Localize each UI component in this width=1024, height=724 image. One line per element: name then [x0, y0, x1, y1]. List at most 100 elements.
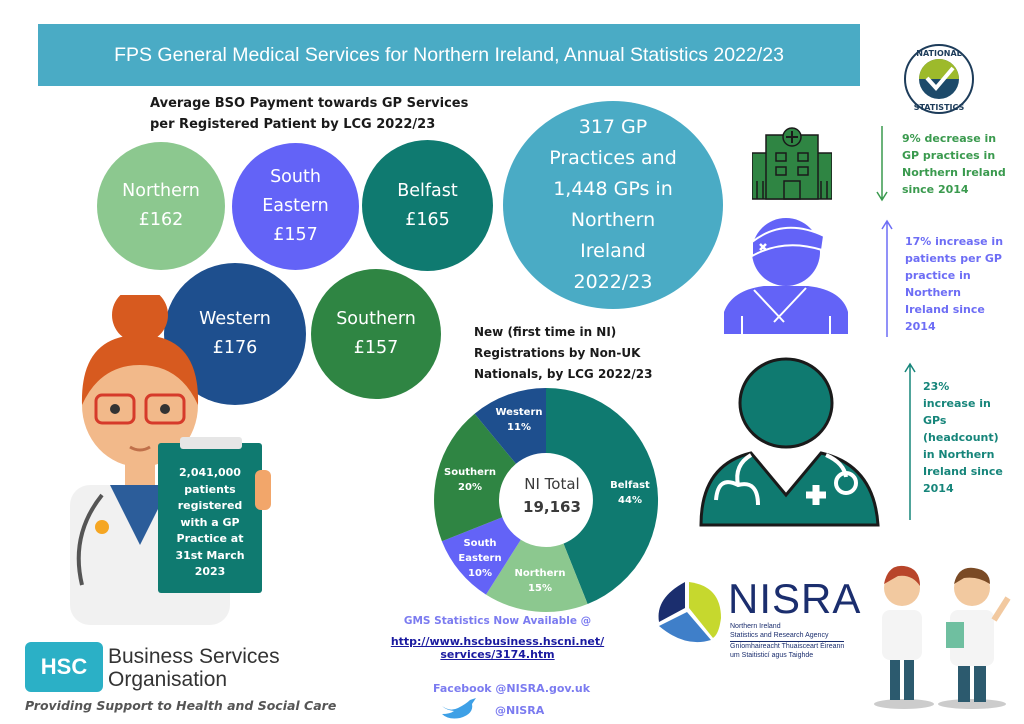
clipboard — [158, 443, 262, 593]
trend-line: Ireland since — [905, 303, 985, 316]
practices-line: 1,448 GPs in — [553, 178, 673, 200]
donut-center-total: 19,163 — [523, 498, 581, 516]
nisra-emblem-icon — [655, 578, 725, 648]
clipboard-line: 31st March — [175, 548, 245, 562]
twitter-bird-icon — [440, 698, 484, 724]
svg-text:NATIONAL: NATIONAL — [916, 49, 961, 58]
trend-line: increase in — [923, 397, 991, 410]
trend-line: GP practices in — [902, 149, 996, 162]
lcg-circle-belfast: Belfast £165 — [362, 140, 493, 271]
clipboard-clip — [180, 437, 242, 449]
lcg-circle-south-eastern: South Eastern £157 — [232, 143, 359, 270]
trend-line: 9% decrease in — [902, 132, 997, 145]
donut-slice-western — [474, 388, 546, 464]
donut-label-value: 10% — [468, 568, 492, 579]
available-text: GMS Statistics Now Available @ — [403, 615, 592, 627]
national-statistics-badge-icon: NATIONAL STATISTICS — [904, 44, 974, 114]
registrations-heading-line: Registrations by Non-UK — [474, 346, 641, 360]
donut-label-name: Belfast — [610, 480, 650, 491]
bso-name-line1: Business Services — [108, 645, 280, 668]
trend-practices: 9% decrease in GP practices in Northern … — [902, 130, 1006, 198]
trend-line: practice in — [905, 269, 971, 282]
donut-label-name: Eastern — [458, 553, 502, 564]
svg-text:STATISTICS: STATISTICS — [914, 103, 965, 112]
registrations-heading-line: New (first time in NI) — [474, 325, 617, 339]
trend-line: (headcount) — [923, 431, 999, 444]
bso-tagline: Providing Support to Health and Social C… — [25, 698, 337, 713]
hsc-badge: HSC — [25, 642, 103, 692]
donut-slice-southern — [434, 413, 516, 542]
lcg-value: £157 — [353, 338, 399, 358]
clipboard-line: registered — [177, 499, 243, 512]
nisra-line: Gníomhaireacht Thuaisceart Éireann — [730, 643, 845, 650]
title-banner: FPS General Medical Services for Norther… — [38, 24, 860, 86]
practices-line: 317 GP — [578, 116, 648, 138]
hand-icon — [255, 470, 271, 510]
practices-line: 2022/23 — [573, 271, 653, 293]
donut-center-label: NI Total 19,163 — [507, 473, 597, 519]
lcg-value: £162 — [138, 210, 184, 230]
lcg-value: £157 — [273, 225, 318, 245]
stats-link-line2[interactable]: services/3174.htm — [440, 648, 555, 661]
donut-slice-belfast — [546, 388, 659, 604]
bso-name-line2: Organisation — [108, 668, 228, 691]
donut-label-value: 15% — [528, 583, 552, 594]
donut-label-name: Western — [495, 407, 543, 418]
payment-heading: Average BSO Payment towards GP Services … — [150, 93, 468, 135]
links-section: GMS Statistics Now Available @ http://ww… — [375, 615, 620, 661]
trend-line: Northern — [905, 286, 961, 299]
trend-line: patients per GP — [905, 252, 1002, 265]
hospital-icon — [751, 125, 833, 204]
lcg-name: Belfast — [397, 180, 458, 201]
trend-gps: 23% increase in GPs (headcount) in North… — [923, 378, 1003, 497]
donut-label-value: 20% — [458, 482, 482, 493]
lcg-circle-southern: Southern £157 — [311, 269, 441, 399]
donut-slice-south-eastern — [441, 517, 521, 595]
practices-line: Practices and — [549, 147, 677, 169]
facebook-link[interactable]: Facebook @NISRA.gov.uk — [433, 682, 591, 695]
down-arrow-icon — [876, 126, 888, 208]
registered-patients-text: 2,041,000 patients registered with a GP … — [160, 465, 260, 581]
lcg-name: Western — [199, 309, 271, 329]
practices-line: Ireland — [580, 240, 646, 262]
donut-label-south-eastern: South Eastern 10% — [455, 536, 505, 581]
clipboard-line: 2023 — [194, 565, 226, 578]
lcg-value: £165 — [405, 209, 450, 230]
lcg-name: Northern — [122, 181, 200, 201]
up-arrow-icon — [881, 219, 893, 341]
trend-line: 2014 — [923, 482, 954, 495]
payment-heading-line2: per Registered Patient by LCG 2022/23 — [150, 117, 436, 132]
trend-line: Northern Ireland — [902, 166, 1006, 179]
donut-label-name: South — [463, 538, 497, 549]
registrations-heading: New (first time in NI) Registrations by … — [474, 322, 652, 385]
donut-slice-northern — [486, 539, 588, 613]
donut-label-name: Southern — [444, 467, 496, 478]
donut-label-southern: Southern 20% — [440, 465, 500, 495]
trend-line: GPs — [923, 414, 947, 427]
page-title: FPS General Medical Services for Norther… — [114, 43, 784, 66]
clipboard-line: patients — [184, 482, 236, 496]
trend-line: since 2014 — [902, 183, 969, 196]
nisra-line: um Staitisticí agus Taighde — [730, 652, 814, 659]
hsc-badge-text: HSC — [40, 654, 88, 679]
trend-line: 23% — [923, 380, 950, 393]
two-doctors-illustration — [868, 560, 1018, 714]
twitter-handle[interactable]: @NISRA — [495, 704, 545, 717]
nisra-name: NISRA — [728, 575, 862, 622]
clipboard-line: Practice at — [176, 532, 244, 545]
donut-label-belfast: Belfast 44% — [600, 478, 660, 508]
stats-link[interactable]: http://www.hscbusiness.hscni.net/ — [390, 635, 605, 648]
nisra-line: Statistics and Research Agency — [730, 631, 845, 642]
national-statistics-logo: NATIONAL STATISTICS — [893, 42, 985, 116]
practices-summary-circle: 317 GP Practices and 1,448 GPs in Northe… — [503, 101, 723, 309]
donut-center-title: NI Total — [524, 475, 580, 493]
bso-name: Business Services Organisation — [108, 645, 280, 691]
lcg-value: £176 — [212, 338, 258, 358]
lcg-name-line2: Eastern — [262, 196, 329, 216]
up-arrow-icon — [904, 362, 916, 524]
patient-icon — [724, 212, 849, 338]
lcg-circle-northern: Northern £162 — [97, 142, 225, 270]
payment-heading-line1: Average BSO Payment towards GP Services — [150, 96, 469, 111]
lcg-name-line1: South — [270, 167, 321, 187]
trend-line: 2014 — [905, 320, 936, 333]
